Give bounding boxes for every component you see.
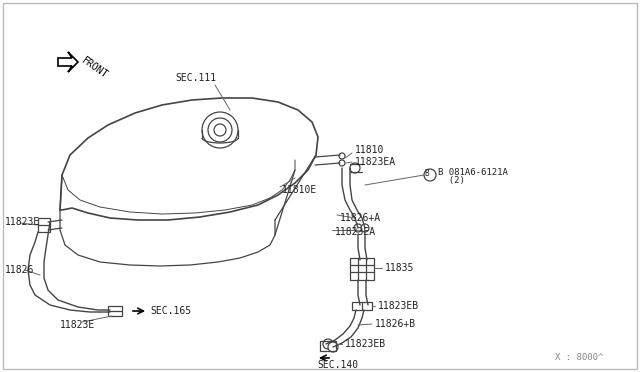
Text: SEC.140: SEC.140 [317,360,358,370]
Text: B: B [425,169,429,177]
Text: X : 8000^: X : 8000^ [555,353,604,362]
Text: FRONT: FRONT [80,55,110,80]
Text: 11810: 11810 [355,145,385,155]
Bar [352,302,372,310]
Text: SEC.111: SEC.111 [175,73,216,83]
Text: 11823E: 11823E [60,320,95,330]
Text: 11835: 11835 [385,263,414,273]
Text: 11823EB: 11823EB [378,301,419,311]
Circle shape [339,153,345,159]
Bar [350,258,374,280]
Text: SEC.165: SEC.165 [150,306,191,316]
Text: 11826+A: 11826+A [340,213,381,223]
Text: 11823EA: 11823EA [335,227,376,237]
Circle shape [361,224,369,232]
Circle shape [323,339,333,349]
Circle shape [328,342,338,352]
Text: (2): (2) [438,176,465,185]
Text: 11823EA: 11823EA [355,157,396,167]
Text: B 081A6-6121A: B 081A6-6121A [438,167,508,176]
Bar [320,341,336,351]
Text: 11810E: 11810E [282,185,317,195]
Text: 11826+B: 11826+B [375,319,416,329]
Text: 11823EB: 11823EB [345,339,386,349]
Circle shape [339,160,345,166]
Text: 11823E: 11823E [5,217,40,227]
Text: 11826: 11826 [5,265,35,275]
Circle shape [354,224,362,232]
Bar [108,306,122,316]
Bar [38,218,50,232]
